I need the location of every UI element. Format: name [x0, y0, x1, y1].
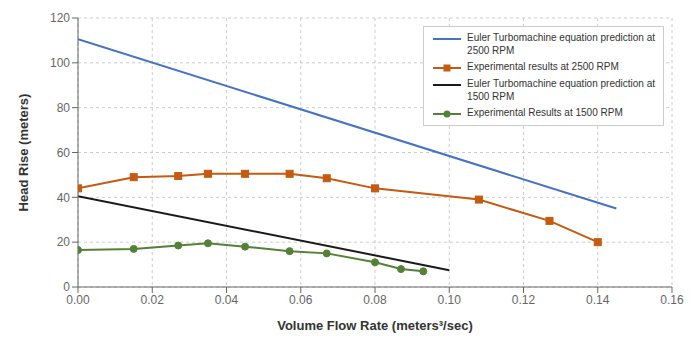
svg-text:0.12: 0.12 [512, 293, 536, 307]
svg-text:0.04: 0.04 [215, 293, 239, 307]
svg-text:40: 40 [57, 191, 71, 205]
svg-text:0.02: 0.02 [141, 293, 165, 307]
svg-text:Head Rise (meters): Head Rise (meters) [16, 94, 31, 212]
svg-text:0.06: 0.06 [289, 293, 313, 307]
svg-text:60: 60 [57, 146, 71, 160]
svg-text:0: 0 [63, 280, 70, 294]
svg-text:0.08: 0.08 [363, 293, 387, 307]
html-text:Euler Turbomachine equation pr: Euler Turbomachine equation prediction a… [467, 78, 655, 102]
svg-text:0.10: 0.10 [438, 293, 462, 307]
svg-text:100: 100 [50, 56, 70, 70]
html-text:Euler Turbomachine equation pr: Euler Turbomachine equation prediction a… [467, 32, 655, 56]
html-text:Experimental Results at 1500 R: Experimental Results at 1500 RPM [467, 107, 623, 118]
svg-text:120: 120 [50, 11, 70, 25]
svg-text:20: 20 [57, 235, 71, 249]
svg-text:80: 80 [57, 101, 71, 115]
svg-text:0.00: 0.00 [66, 293, 90, 307]
svg-text:Volume Flow Rate (meters³/sec): Volume Flow Rate (meters³/sec) [277, 318, 473, 333]
svg-text:0.14: 0.14 [586, 293, 610, 307]
svg-text:0.16: 0.16 [660, 293, 684, 307]
html-text:Experimental results at 2500 R: Experimental results at 2500 RPM [467, 61, 619, 72]
